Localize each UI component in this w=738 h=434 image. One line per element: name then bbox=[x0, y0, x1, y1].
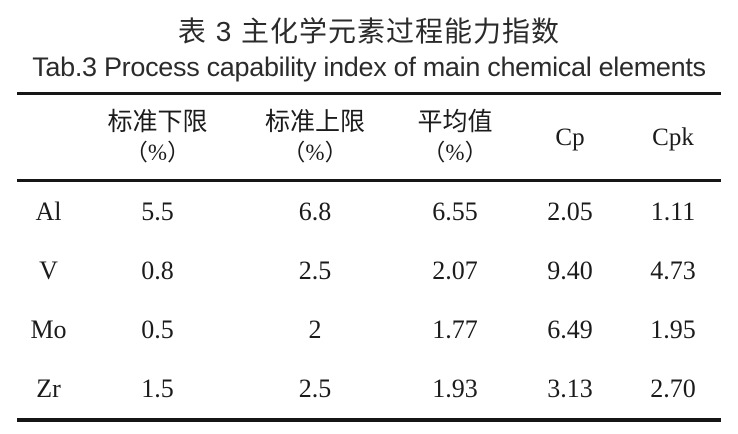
table-caption-english: Tab.3 Process capability index of main c… bbox=[32, 52, 706, 82]
lower-limit-cell: 0.5 bbox=[141, 314, 174, 344]
header-cell-lower-limit: 标准下限 （%） bbox=[80, 93, 235, 182]
header-row: 标准下限 （%） 标准上限 （%） 平均值 （%） Cp Cpk bbox=[17, 93, 721, 182]
mean-cell: 2.07 bbox=[432, 255, 478, 285]
cp-cell: 9.40 bbox=[547, 255, 593, 285]
header-cell-cpk: Cpk bbox=[625, 93, 721, 182]
header-label: 标准上限 bbox=[264, 109, 365, 136]
element-cell: Zr bbox=[36, 373, 61, 403]
upper-limit-cell: 2.5 bbox=[298, 373, 332, 403]
table-row: Mo 0.5 2 1.77 6.49 1.95 bbox=[17, 300, 721, 359]
element-cell: V bbox=[39, 255, 58, 285]
lower-limit-cell: 1.5 bbox=[141, 373, 174, 403]
cpk-cell: 2.70 bbox=[650, 373, 696, 403]
upper-limit-cell: 2.5 bbox=[298, 255, 332, 285]
header-cell-element bbox=[17, 93, 80, 182]
cp-cell: 2.05 bbox=[547, 196, 593, 226]
header-cell-cp: Cp bbox=[515, 93, 625, 182]
element-cell: Mo bbox=[30, 314, 67, 344]
header-label: Cpk bbox=[652, 123, 694, 151]
lower-limit-cell: 0.8 bbox=[141, 255, 174, 285]
mean-cell: 1.77 bbox=[432, 314, 478, 344]
header-label: 平均值 bbox=[417, 109, 493, 136]
table-caption-chinese: 表 3 主化学元素过程能力指数 bbox=[177, 16, 561, 47]
table-body: Al 5.5 6.8 6.55 2.05 1.11 V 0.8 2.5 2.07… bbox=[17, 181, 721, 421]
cp-cell: 3.13 bbox=[547, 373, 593, 403]
cp-cell: 6.49 bbox=[547, 314, 593, 344]
cpk-cell: 1.95 bbox=[650, 314, 696, 344]
cpk-cell: 1.11 bbox=[650, 196, 696, 226]
lower-limit-cell: 5.5 bbox=[141, 196, 174, 226]
header-label: Cp bbox=[555, 123, 585, 151]
header-label: 标准下限 bbox=[107, 109, 208, 136]
process-capability-table: 标准下限 （%） 标准上限 （%） 平均值 （%） Cp Cpk bbox=[17, 92, 721, 422]
upper-limit-cell: 2 bbox=[308, 314, 322, 344]
mean-cell: 6.55 bbox=[432, 196, 478, 226]
mean-cell: 1.93 bbox=[432, 373, 478, 403]
header-cell-upper-limit: 标准上限 （%） bbox=[235, 93, 395, 182]
cpk-cell: 4.73 bbox=[650, 255, 696, 285]
header-unit: （%） bbox=[124, 140, 191, 165]
table-header: 标准下限 （%） 标准上限 （%） 平均值 （%） Cp Cpk bbox=[17, 93, 721, 182]
upper-limit-cell: 6.8 bbox=[298, 196, 332, 226]
header-cell-mean: 平均值 （%） bbox=[395, 93, 515, 182]
table-row: V 0.8 2.5 2.07 9.40 4.73 bbox=[17, 241, 721, 300]
table-row: Zr 1.5 2.5 1.93 3.13 2.70 bbox=[17, 359, 721, 420]
element-cell: Al bbox=[35, 196, 62, 226]
header-unit: （%） bbox=[282, 140, 348, 165]
table-row: Al 5.5 6.8 6.55 2.05 1.11 bbox=[17, 181, 721, 242]
header-unit: （%） bbox=[422, 140, 488, 165]
